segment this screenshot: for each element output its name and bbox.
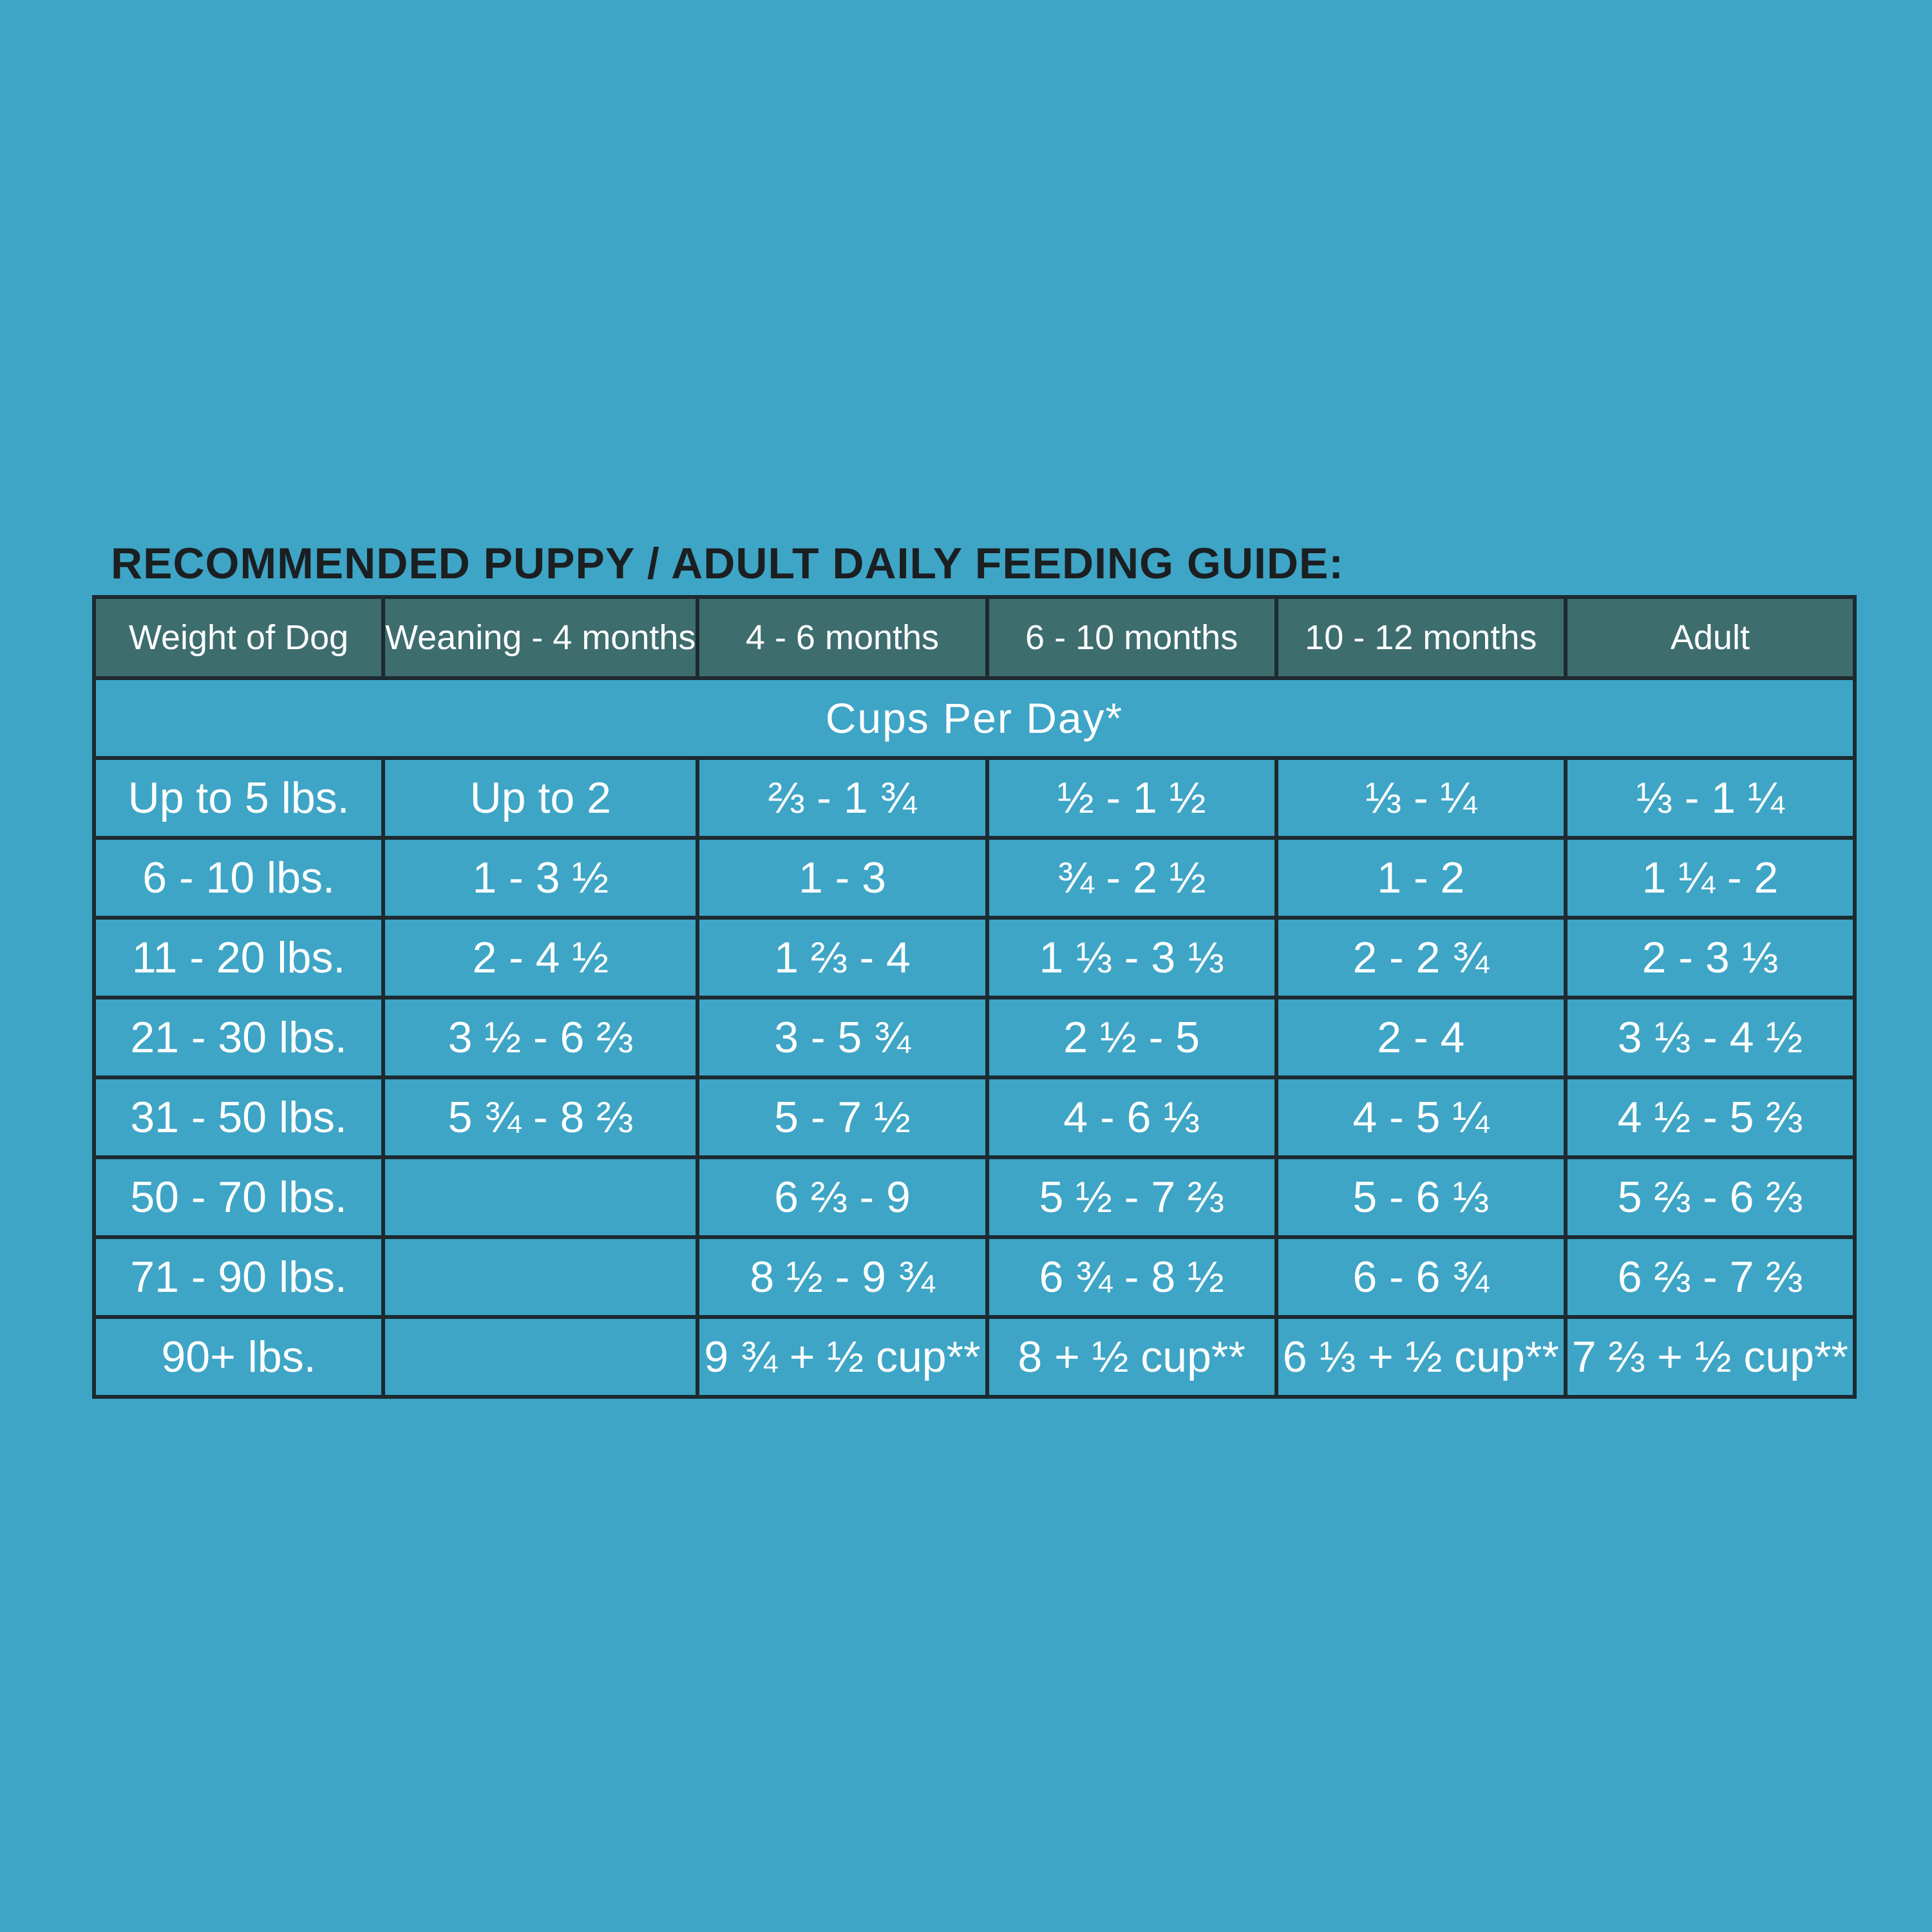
table-cell: 4 - 6 ⅓: [989, 1079, 1274, 1155]
table-cell: 5 - 7 ½: [699, 1079, 985, 1155]
table-cell: 1 ¼ - 2: [1567, 840, 1853, 916]
column-header: 4 - 6 months: [699, 599, 985, 676]
feeding-table: Weight of Dog Weaning - 4 months 4 - 6 mon…: [92, 595, 1857, 1399]
table-cell: 2 - 4 ½: [385, 920, 696, 996]
table-cell: [385, 1239, 696, 1315]
subheader: Cups Per Day*: [96, 680, 1853, 756]
row-label: 50 - 70 lbs.: [96, 1159, 382, 1235]
table-cell: 4 - 5 ¼: [1278, 1079, 1564, 1155]
column-header: Adult: [1567, 599, 1853, 676]
table-cell: ⅓ - 1 ¼: [1567, 760, 1853, 836]
table-cell: 5 - 6 ⅓: [1278, 1159, 1564, 1235]
table-cell: ¾ - 2 ½: [989, 840, 1274, 916]
table-cell: 4 ½ - 5 ⅔: [1567, 1079, 1853, 1155]
table-cell: Up to 2: [385, 760, 696, 836]
row-label: 21 - 30 lbs.: [96, 999, 382, 1075]
table-cell: 7 ⅔ + ½ cup**: [1567, 1319, 1853, 1395]
table-cell: 8 ½ - 9 ¾: [699, 1239, 985, 1315]
row-label: 31 - 50 lbs.: [96, 1079, 382, 1155]
table-cell: 1 - 3 ½: [385, 840, 696, 916]
column-header: Weight of Dog: [96, 599, 382, 676]
row-label: 71 - 90 lbs.: [96, 1239, 382, 1315]
table-cell: ⅓ - ¼: [1278, 760, 1564, 836]
table-cell: 9 ¾ + ½ cup**: [699, 1319, 985, 1395]
table-cell: 3 - 5 ¾: [699, 999, 985, 1075]
column-header: 6 - 10 months: [989, 599, 1274, 676]
column-header: 10 - 12 months: [1278, 599, 1564, 676]
column-header: Weaning - 4 months: [385, 599, 696, 676]
table-cell: 2 - 3 ⅓: [1567, 920, 1853, 996]
table-cell: 8 + ½ cup**: [989, 1319, 1274, 1395]
table-cell: 2 - 4: [1278, 999, 1564, 1075]
table-cell: 3 ½ - 6 ⅔: [385, 999, 696, 1075]
row-label: 6 - 10 lbs.: [96, 840, 382, 916]
table-cell: 6 ⅓ + ½ cup**: [1278, 1319, 1564, 1395]
row-label: 90+ lbs.: [96, 1319, 382, 1395]
table-cell: 6 ⅔ - 7 ⅔: [1567, 1239, 1853, 1315]
table-cell: 6 ¾ - 8 ½: [989, 1239, 1274, 1315]
row-label: Up to 5 lbs.: [96, 760, 382, 836]
table-cell: 5 ¾ - 8 ⅔: [385, 1079, 696, 1155]
table-cell: ⅔ - 1 ¾: [699, 760, 985, 836]
table-cell: 1 ⅓ - 3 ⅓: [989, 920, 1274, 996]
title: RECOMMENDED PUPPY / ADULT DAILY FEEDING …: [111, 539, 1344, 588]
table-cell: 2 - 2 ¾: [1278, 920, 1564, 996]
table-cell: [385, 1159, 696, 1235]
table-cell: [385, 1319, 696, 1395]
table-cell: 5 ½ - 7 ⅔: [989, 1159, 1274, 1235]
table-cell: 6 - 6 ¾: [1278, 1239, 1564, 1315]
table-cell: ½ - 1 ½: [989, 760, 1274, 836]
table-cell: 1 - 3: [699, 840, 985, 916]
table-cell: 5 ⅔ - 6 ⅔: [1567, 1159, 1853, 1235]
table-cell: 1 ⅔ - 4: [699, 920, 985, 996]
table-cell: 1 - 2: [1278, 840, 1564, 916]
table-cell: 6 ⅔ - 9: [699, 1159, 985, 1235]
row-label: 11 - 20 lbs.: [96, 920, 382, 996]
table-cell: 3 ⅓ - 4 ½: [1567, 999, 1853, 1075]
table-cell: 2 ½ - 5: [989, 999, 1274, 1075]
